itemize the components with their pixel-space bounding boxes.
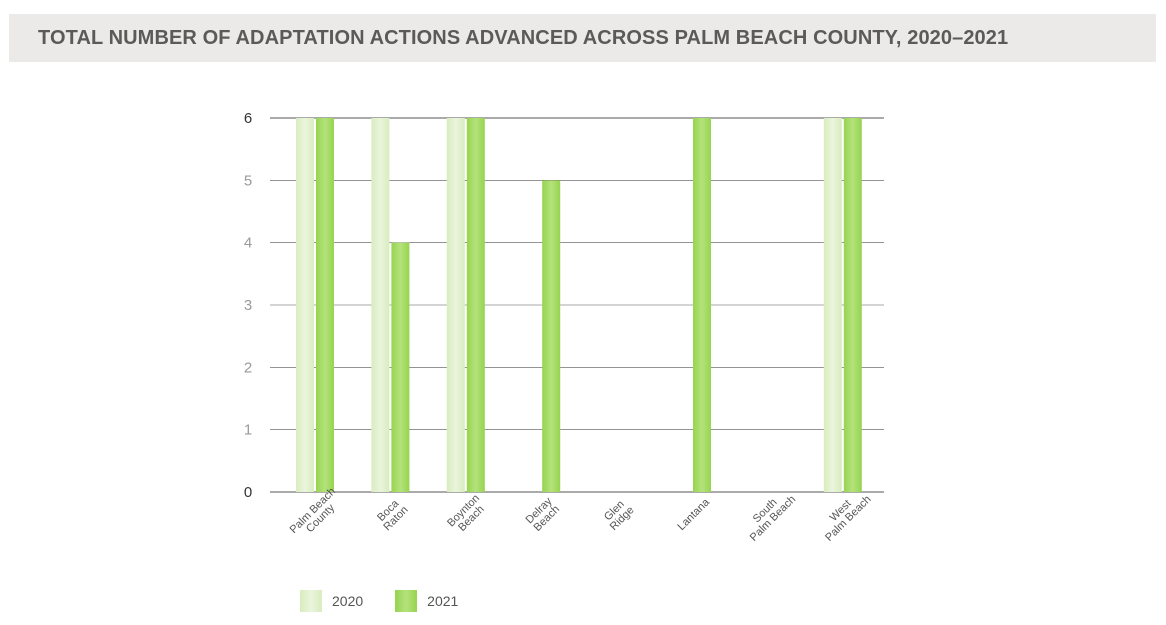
y-tick-label-4: 4 xyxy=(244,235,252,252)
bar-2021-7 xyxy=(843,118,862,492)
bar-2021-0 xyxy=(316,118,334,492)
legend-swatch-2020 xyxy=(300,590,322,612)
x-tick-label-6: SouthPalm Beach xyxy=(740,486,798,544)
chart-header-bar: TOTAL NUMBER OF ADAPTATION ACTIONS ADVAN… xyxy=(9,14,1156,62)
x-tick-label-0: Palm BeachCounty xyxy=(288,486,346,544)
legend-item-2021: 2021 xyxy=(395,590,458,612)
chart-title: TOTAL NUMBER OF ADAPTATION ACTIONS ADVAN… xyxy=(38,27,1009,49)
bar-2021-2 xyxy=(466,118,485,492)
bar-2020-1 xyxy=(371,118,390,492)
y-tick-label-6: 6 xyxy=(244,110,252,127)
x-tick-label-5: Lantana xyxy=(675,496,712,533)
bar-2020-7 xyxy=(823,118,842,492)
legend-swatch-2021 xyxy=(395,590,418,612)
x-tick-label-3: DelrayBeach xyxy=(524,495,563,534)
legend-label-2020: 2020 xyxy=(332,593,364,609)
x-tick-label-2: BoyntonBeach xyxy=(445,492,490,537)
bar-2021-5 xyxy=(693,118,711,492)
bar-2021-1 xyxy=(391,242,410,492)
x-tick-label-4: GlenRidge xyxy=(600,496,637,533)
bar-2021-3 xyxy=(542,180,561,493)
y-tick-label-3: 3 xyxy=(244,297,252,314)
bar-2020-0 xyxy=(296,118,314,492)
bar-2020-2 xyxy=(446,118,465,492)
x-tick-label-1: BocaRaton xyxy=(374,496,411,533)
chart-legend: 2020 2021 xyxy=(300,590,490,612)
x-tick-label-7: WestPalm Beach xyxy=(815,486,873,544)
y-tick-label-2: 2 xyxy=(244,359,252,376)
legend-label-2021: 2021 xyxy=(427,593,459,609)
y-tick-label-0: 0 xyxy=(244,484,252,501)
y-tick-label-5: 5 xyxy=(244,172,252,189)
y-tick-label-1: 1 xyxy=(244,422,252,439)
legend-item-2020: 2020 xyxy=(300,590,363,612)
